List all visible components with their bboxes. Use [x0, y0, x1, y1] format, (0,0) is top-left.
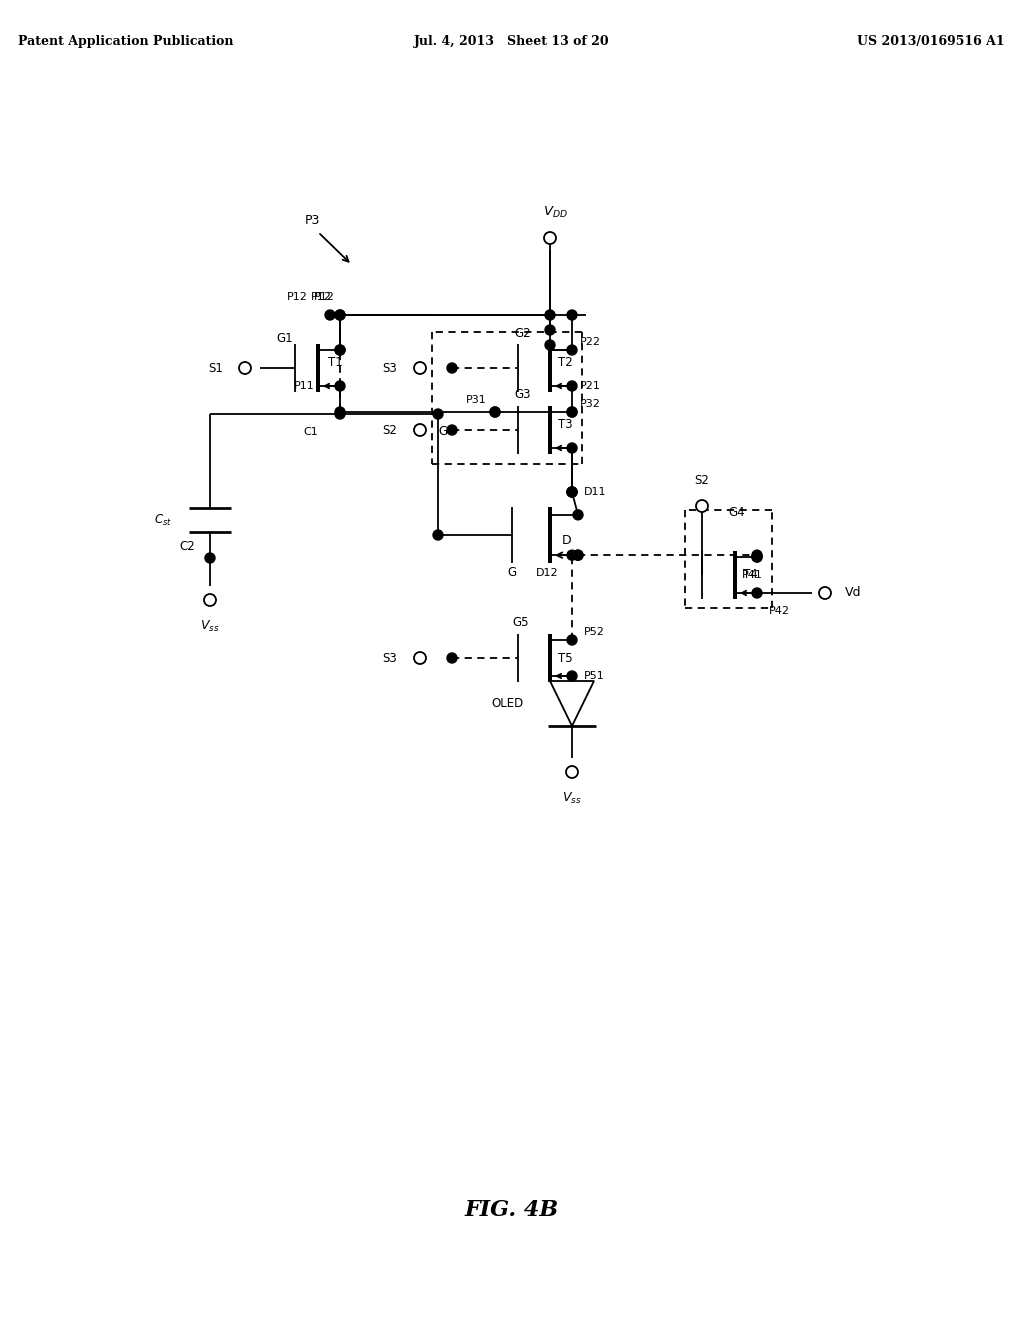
Text: T3: T3 — [558, 418, 572, 432]
Circle shape — [490, 407, 500, 417]
Text: P21: P21 — [580, 381, 601, 391]
Text: S1: S1 — [208, 362, 223, 375]
Text: S3: S3 — [382, 652, 397, 664]
Circle shape — [335, 381, 345, 391]
Text: FIG. 4B: FIG. 4B — [465, 1199, 559, 1221]
Text: P41: P41 — [741, 570, 763, 579]
Circle shape — [567, 550, 577, 560]
Text: S2: S2 — [382, 424, 397, 437]
Text: T1: T1 — [328, 356, 343, 370]
Text: D: D — [562, 533, 571, 546]
Text: $V_{DD}$: $V_{DD}$ — [543, 205, 567, 219]
Circle shape — [567, 487, 577, 498]
Circle shape — [573, 510, 583, 520]
Circle shape — [573, 550, 583, 560]
Text: G5: G5 — [513, 616, 529, 630]
Text: P3: P3 — [305, 214, 321, 227]
Circle shape — [414, 424, 426, 436]
Circle shape — [325, 310, 335, 319]
Circle shape — [490, 407, 500, 417]
Circle shape — [567, 487, 577, 498]
Circle shape — [752, 552, 762, 562]
Text: P32: P32 — [580, 399, 601, 409]
Circle shape — [335, 345, 345, 355]
Text: $V_{ss}$: $V_{ss}$ — [562, 791, 582, 805]
Circle shape — [752, 550, 762, 560]
Circle shape — [433, 409, 443, 418]
Text: S2: S2 — [694, 474, 710, 487]
Text: D12: D12 — [536, 568, 559, 578]
Circle shape — [566, 766, 578, 777]
Circle shape — [567, 635, 577, 645]
Text: P11: P11 — [294, 381, 315, 391]
Circle shape — [433, 531, 443, 540]
Text: G: G — [508, 566, 516, 579]
Circle shape — [447, 363, 457, 374]
Circle shape — [567, 407, 577, 417]
Circle shape — [239, 362, 251, 374]
Circle shape — [335, 407, 345, 417]
Circle shape — [819, 587, 831, 599]
Circle shape — [414, 652, 426, 664]
Circle shape — [335, 310, 345, 319]
Text: G4: G4 — [729, 506, 745, 519]
Circle shape — [447, 653, 457, 663]
Circle shape — [205, 553, 215, 564]
Text: Vd: Vd — [845, 586, 861, 599]
Text: T4: T4 — [743, 569, 758, 582]
Circle shape — [335, 310, 345, 319]
Circle shape — [567, 310, 577, 319]
Text: P12: P12 — [311, 292, 332, 302]
Text: D11: D11 — [584, 487, 606, 498]
Text: $C_{st}$: $C_{st}$ — [154, 512, 172, 528]
Text: P52: P52 — [584, 627, 605, 638]
Circle shape — [544, 232, 556, 244]
Text: S3: S3 — [382, 362, 397, 375]
Circle shape — [752, 552, 762, 562]
Circle shape — [447, 425, 457, 436]
Circle shape — [545, 325, 555, 335]
Circle shape — [567, 381, 577, 391]
Text: T5: T5 — [558, 652, 572, 664]
Text: G2: G2 — [515, 326, 531, 339]
Text: P12: P12 — [287, 292, 308, 302]
Circle shape — [545, 310, 555, 319]
Text: C1: C1 — [303, 426, 318, 437]
Circle shape — [335, 345, 345, 355]
Text: P12: P12 — [314, 292, 335, 302]
Text: P42: P42 — [769, 606, 790, 616]
Circle shape — [204, 594, 216, 606]
Text: OLED: OLED — [492, 697, 524, 710]
Circle shape — [573, 550, 583, 560]
Circle shape — [567, 444, 577, 453]
Text: G: G — [438, 425, 447, 438]
Text: C2: C2 — [179, 540, 195, 553]
Circle shape — [545, 341, 555, 350]
Text: T2: T2 — [558, 356, 572, 370]
Text: Jul. 4, 2013   Sheet 13 of 20: Jul. 4, 2013 Sheet 13 of 20 — [414, 36, 610, 48]
Circle shape — [696, 500, 708, 512]
Circle shape — [567, 345, 577, 355]
Circle shape — [414, 362, 426, 374]
Text: G3: G3 — [515, 388, 531, 401]
Text: G1: G1 — [276, 331, 293, 345]
Text: US 2013/0169516 A1: US 2013/0169516 A1 — [857, 36, 1005, 48]
Circle shape — [567, 407, 577, 417]
Circle shape — [752, 587, 762, 598]
Text: Patent Application Publication: Patent Application Publication — [18, 36, 233, 48]
Circle shape — [567, 487, 577, 498]
Text: P51: P51 — [584, 671, 605, 681]
Text: P31: P31 — [466, 395, 487, 405]
Text: $V_{ss}$: $V_{ss}$ — [201, 619, 220, 634]
Circle shape — [335, 409, 345, 418]
Text: P22: P22 — [580, 337, 601, 347]
Circle shape — [567, 671, 577, 681]
